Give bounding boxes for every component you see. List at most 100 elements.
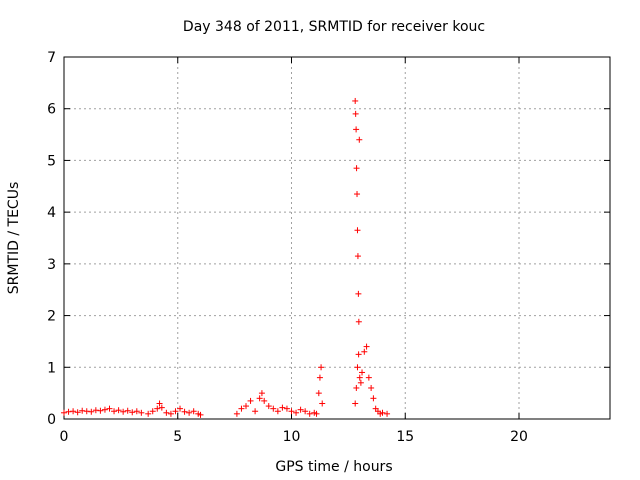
data-point: [101, 406, 108, 413]
data-point: [352, 97, 359, 104]
data-point: [120, 408, 127, 415]
data-point: [361, 348, 368, 355]
data-point: [355, 290, 362, 297]
data-point: [318, 364, 325, 371]
x-tick-label: 0: [60, 429, 69, 445]
data-point: [353, 126, 360, 133]
data-point: [61, 409, 67, 416]
y-tick-label: 3: [47, 257, 56, 273]
data-point: [167, 410, 174, 417]
data-point: [297, 406, 304, 413]
data-point: [243, 403, 249, 410]
x-tick-label: 15: [396, 429, 414, 445]
data-point: [149, 408, 156, 415]
x-tick-label: 20: [510, 429, 528, 445]
data-point: [163, 409, 170, 416]
data-point: [111, 408, 118, 415]
data-point: [274, 408, 281, 415]
chart-title: Day 348 of 2011, SRMTID for receiver kou…: [183, 19, 485, 35]
data-point: [197, 411, 204, 418]
plot-frame: [63, 56, 611, 420]
x-axis-label: GPS time / hours: [275, 459, 392, 475]
data-point: [354, 191, 361, 198]
data-point: [355, 318, 362, 325]
x-tick-label: 5: [173, 429, 182, 445]
data-point: [354, 253, 361, 260]
data-point: [145, 410, 152, 417]
data-point: [265, 403, 272, 410]
tick-labels: 0 5 10 15 20 0 1 2 3 4 5 6 7: [47, 50, 528, 445]
data-point: [270, 405, 277, 412]
data-point: [379, 409, 386, 416]
data-point: [65, 408, 72, 415]
data-point: [363, 343, 370, 350]
data-point: [97, 407, 104, 414]
data-point: [316, 374, 323, 381]
data-point: [353, 165, 360, 172]
y-tick-label: 7: [47, 50, 56, 66]
data-point: [233, 410, 240, 417]
data-point: [279, 404, 286, 411]
data-point: [354, 227, 361, 234]
data-point: [156, 400, 163, 407]
data-point: [181, 408, 188, 415]
data-point: [172, 408, 179, 415]
y-tick-label: 1: [47, 360, 56, 376]
data-point: [238, 405, 245, 412]
data-point: [302, 408, 309, 415]
data-point: [258, 390, 265, 397]
data-point: [190, 408, 197, 415]
data-point: [186, 409, 193, 416]
x-tick-label: 10: [283, 429, 301, 445]
data-point: [355, 351, 362, 358]
data-point: [83, 408, 90, 415]
y-tick-label: 2: [47, 309, 56, 325]
data-point: [315, 390, 322, 397]
data-point: [70, 408, 77, 415]
data-point: [359, 369, 366, 376]
y-tick-label: 6: [47, 102, 56, 118]
data-point: [88, 408, 95, 415]
data-point: [129, 409, 136, 416]
data-point: [356, 374, 363, 381]
data-point: [357, 379, 364, 386]
data-point: [133, 408, 140, 415]
data-point: [384, 410, 391, 417]
data-point: [106, 405, 113, 412]
data-point: [356, 136, 363, 143]
data-point: [368, 384, 375, 391]
y-tick-label: 0: [47, 412, 56, 428]
data-point: [261, 397, 268, 404]
data-point: [158, 404, 165, 411]
data-point: [247, 397, 254, 404]
data-point: [252, 408, 259, 415]
data-points: [61, 97, 391, 418]
data-point: [293, 409, 300, 416]
data-point: [74, 409, 81, 416]
data-point: [283, 405, 290, 412]
data-point: [124, 407, 131, 414]
data-point: [370, 395, 377, 402]
data-point: [365, 374, 372, 381]
data-point: [177, 405, 184, 412]
data-point: [154, 405, 161, 412]
data-point: [306, 410, 313, 417]
data-point: [288, 408, 295, 415]
data-point: [92, 407, 99, 414]
data-point: [353, 384, 360, 391]
data-point: [354, 364, 361, 371]
data-point: [313, 410, 320, 417]
data-point: [352, 110, 359, 117]
data-point: [115, 407, 122, 414]
data-point: [138, 409, 145, 416]
grid-lines: [64, 57, 610, 419]
axes: [63, 56, 611, 420]
y-axis-label: SRMTID / TECUs: [6, 182, 22, 295]
data-point: [352, 400, 359, 407]
data-point: [319, 400, 326, 407]
data-point: [79, 407, 86, 414]
y-tick-label: 5: [47, 153, 56, 169]
y-tick-label: 4: [47, 205, 56, 221]
data-point: [256, 395, 263, 402]
